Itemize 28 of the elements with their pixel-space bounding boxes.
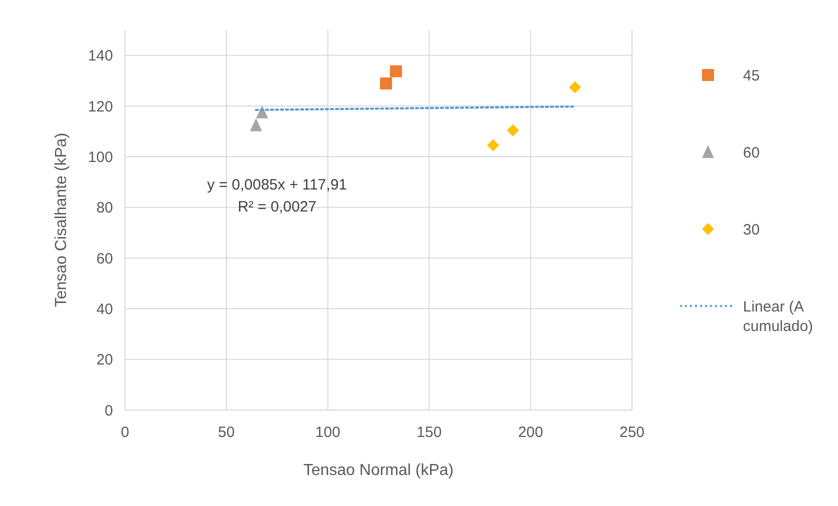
y-tick-label: 120: [88, 98, 113, 116]
y-tick-label: 60: [96, 250, 113, 268]
x-tick-label: 250: [619, 424, 645, 441]
x-tick-label: 200: [518, 424, 544, 441]
y-tick-label: 80: [96, 200, 113, 217]
y-tick-label: 0: [104, 402, 113, 420]
y-tick-label: 100: [88, 148, 113, 166]
point: [569, 81, 582, 94]
x-tick-label: 100: [315, 424, 340, 441]
x-axis-title: Tensao Normal (kPa): [303, 462, 454, 479]
point: [390, 65, 402, 78]
point: [380, 77, 392, 90]
x-tick-label: 50: [218, 424, 235, 441]
x-tick-label: 150: [416, 424, 442, 441]
annotation: y = 0,0085x + 117,91: [207, 176, 348, 194]
y-tick-label: 20: [96, 352, 113, 369]
annotation: R² = 0,0027: [238, 198, 317, 216]
point: [250, 118, 262, 132]
legend-label: 30: [743, 221, 760, 238]
legend-label: 60: [743, 144, 760, 162]
legend-label: 45: [743, 67, 760, 84]
x-tick-label: 0: [120, 424, 130, 441]
y-axis-title: Tensao Cisalhante (kPa): [53, 132, 70, 308]
y-tick-label: 140: [88, 48, 113, 65]
point: [487, 139, 500, 152]
legend-label: Linear (Acumulado): [743, 298, 814, 335]
y-tick-label: 40: [96, 300, 113, 318]
point: [506, 124, 519, 136]
